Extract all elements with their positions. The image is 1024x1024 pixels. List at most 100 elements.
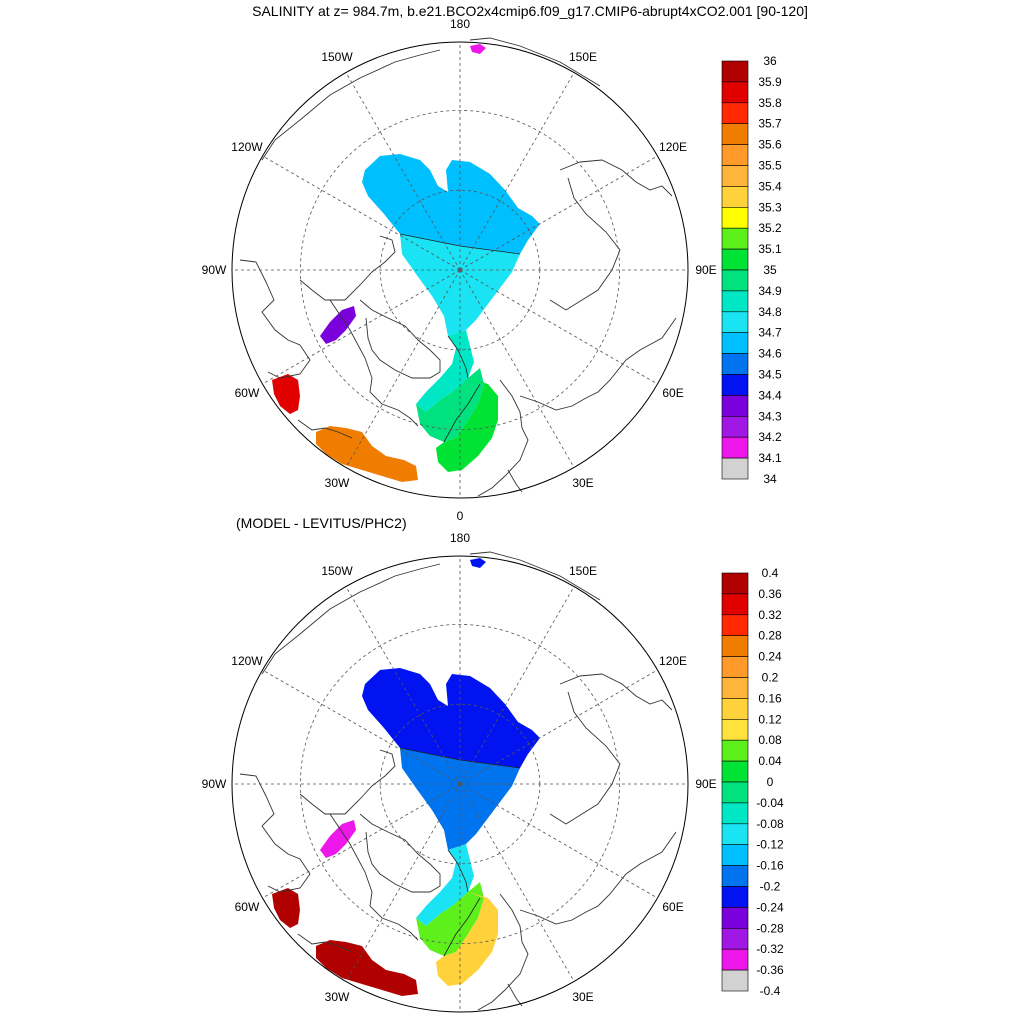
colorbar-box bbox=[721, 907, 749, 929]
colorbar-label: 0.08 bbox=[758, 733, 782, 747]
longitude-label: 60E bbox=[662, 386, 683, 400]
colorbar-label: -0.16 bbox=[756, 859, 784, 873]
region-greenland-sea bbox=[416, 368, 484, 442]
coastline bbox=[519, 831, 677, 925]
colorbar-label: 35 bbox=[763, 263, 777, 277]
coastline bbox=[477, 379, 529, 497]
colorbar-box bbox=[721, 165, 749, 187]
map-boundary bbox=[231, 555, 689, 1013]
longitude-label: 90E bbox=[695, 777, 716, 791]
meridian-line bbox=[459, 669, 658, 785]
contour-line bbox=[447, 849, 469, 893]
coastline bbox=[297, 933, 353, 953]
colorbar-box bbox=[721, 948, 749, 971]
meridian-line bbox=[459, 155, 658, 271]
colorbar-label: -0.08 bbox=[756, 817, 784, 831]
colorbar-box bbox=[721, 781, 749, 804]
colorbar-label: -0.12 bbox=[756, 838, 784, 852]
colorbar-label: 34.7 bbox=[758, 326, 782, 340]
colorbar-label: 34.8 bbox=[758, 305, 782, 319]
latitude-circle bbox=[299, 624, 621, 945]
colorbar-label: 35.1 bbox=[758, 242, 782, 256]
longitude-label: 120W bbox=[231, 654, 263, 668]
colorbar-label: 0 bbox=[767, 775, 774, 789]
meridian-line bbox=[345, 269, 461, 468]
colorbar-box bbox=[721, 227, 749, 250]
coastline bbox=[507, 469, 523, 493]
meridian-line bbox=[459, 783, 658, 899]
contour-line bbox=[447, 335, 469, 379]
colorbar-box bbox=[721, 760, 749, 783]
longitude-label: 30E bbox=[572, 476, 593, 490]
coastline bbox=[469, 551, 601, 601]
region-bering-strait bbox=[470, 44, 486, 54]
longitude-label: 120W bbox=[231, 140, 263, 154]
colorbar-box bbox=[721, 186, 749, 208]
colorbar-label: 35.7 bbox=[758, 117, 782, 131]
region-arctic-basin-upper bbox=[362, 668, 540, 768]
colorbar-box bbox=[721, 844, 749, 866]
coastline bbox=[477, 893, 529, 1011]
coastline bbox=[329, 299, 419, 427]
colorbar-label: 0.12 bbox=[758, 712, 782, 726]
colorbar-label: 35.4 bbox=[758, 179, 782, 193]
meridian-line bbox=[459, 586, 575, 785]
coastline bbox=[359, 813, 441, 893]
meridian-line bbox=[262, 155, 461, 271]
meridian-line bbox=[262, 269, 461, 385]
colorbar-box bbox=[721, 395, 749, 417]
colorbar-box bbox=[721, 865, 749, 887]
coastline bbox=[261, 49, 441, 161]
longitude-label: 180 bbox=[450, 531, 470, 545]
region-norwegian-sea bbox=[436, 378, 498, 472]
longitude-label: 60W bbox=[235, 900, 260, 914]
coastline bbox=[549, 177, 621, 311]
colorbar-box bbox=[721, 144, 749, 166]
colorbar-box bbox=[721, 248, 749, 271]
colorbar-box bbox=[721, 677, 749, 699]
longitude-label: 180 bbox=[450, 17, 470, 31]
colorbar-box bbox=[721, 353, 749, 375]
colorbar-label: -0.4 bbox=[760, 984, 781, 998]
colorbar-box bbox=[721, 102, 749, 125]
colorbar-label: 0.04 bbox=[758, 754, 782, 768]
coastline bbox=[549, 691, 621, 825]
coastline bbox=[299, 235, 396, 301]
coastline bbox=[261, 563, 441, 675]
longitude-label: 120E bbox=[659, 654, 687, 668]
colorbar-box bbox=[721, 457, 749, 480]
colorbar-box bbox=[721, 332, 749, 354]
difference-polar-map: 180 150E 120E 90E 60E 30E 0 30W 60W 90W 120W 150W 0.… bbox=[202, 531, 784, 1024]
colorbar-label: -0.24 bbox=[756, 900, 784, 914]
colorbar-box bbox=[721, 436, 749, 459]
meridian-line bbox=[459, 269, 575, 468]
meridian-line bbox=[459, 783, 575, 982]
meridian-line bbox=[459, 269, 658, 385]
difference-plot-title: (MODEL - LEVITUS/PHC2) bbox=[236, 515, 407, 531]
colorbar-box bbox=[721, 290, 749, 313]
colorbar-label: 0.2 bbox=[762, 671, 779, 685]
coastline bbox=[239, 773, 311, 893]
colorbar-box bbox=[721, 802, 749, 825]
longitude-label: 60E bbox=[662, 900, 683, 914]
colorbar-label: 0.4 bbox=[762, 566, 779, 580]
coastline bbox=[519, 317, 677, 411]
chart-title: SALINITY at z= 984.7m, b.e21.BCO2x4cmip6… bbox=[252, 3, 808, 19]
colorbar-label: 0.24 bbox=[758, 650, 782, 664]
region-bering-strait bbox=[470, 558, 486, 568]
meridian-line bbox=[459, 72, 575, 271]
meridian-line bbox=[345, 72, 461, 271]
longitude-label: 90E bbox=[695, 263, 716, 277]
map-boundary bbox=[231, 41, 689, 499]
colorbar-label: 35.8 bbox=[758, 96, 782, 110]
meridian-line bbox=[345, 586, 461, 785]
longitude-label: 0 bbox=[457, 509, 464, 523]
region-labrador-sea bbox=[272, 374, 300, 414]
region-iceland-basin bbox=[316, 426, 418, 482]
longitude-label: 60W bbox=[235, 386, 260, 400]
colorbar-box bbox=[721, 207, 749, 229]
coastline bbox=[507, 983, 523, 1007]
colorbar-label: 34 bbox=[763, 472, 777, 486]
colorbar-box bbox=[721, 269, 749, 292]
